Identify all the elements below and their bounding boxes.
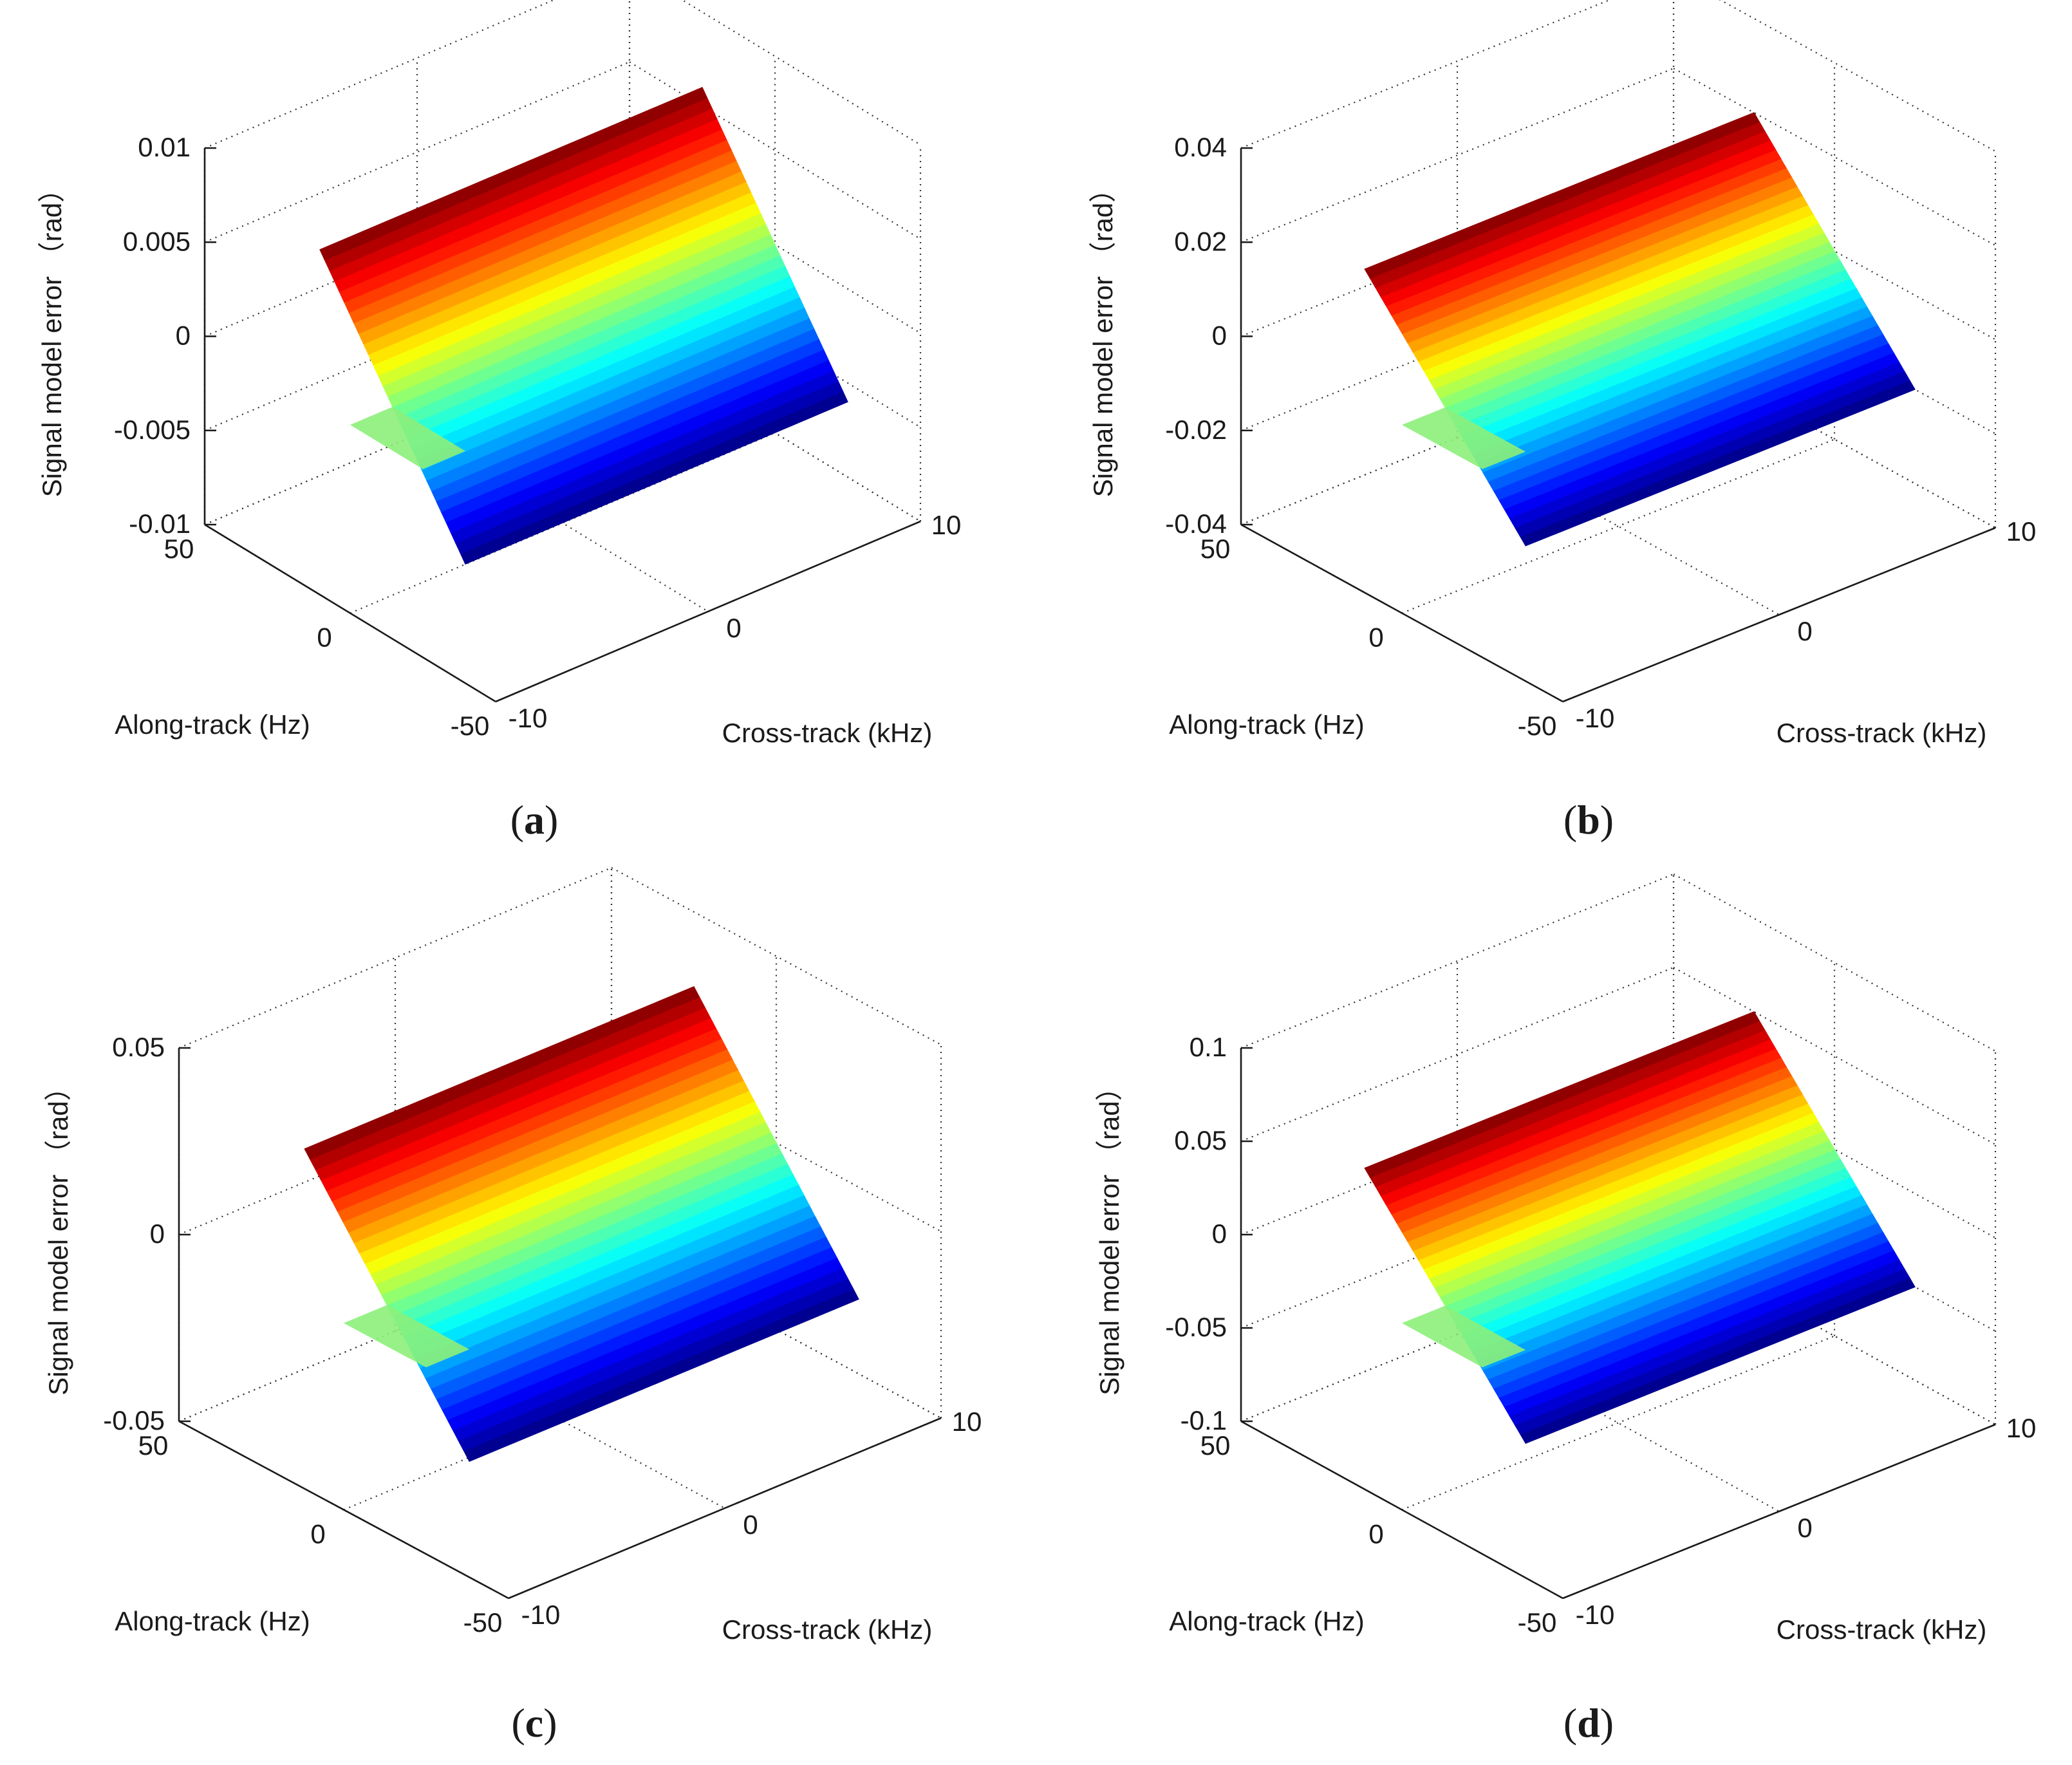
y-tick-label: -50	[451, 711, 490, 741]
panel-label: (d)	[1563, 1700, 1614, 1746]
z-tick-label: -0.005	[114, 415, 191, 445]
y-tick-label: 0	[1368, 622, 1383, 653]
y-axis-line	[1240, 523, 1563, 703]
z-tick-label: -0.04	[1165, 509, 1227, 539]
x-tick-label: 0	[743, 1509, 758, 1540]
z-tick-label: 0.05	[1174, 1125, 1227, 1155]
x-tick-label: 10	[2006, 516, 2037, 546]
z-axis-label: Signal model error （rad）	[37, 176, 67, 498]
y-axis-line	[204, 523, 496, 703]
z-tick-label: 0	[1212, 321, 1227, 351]
x-axis-label: Cross-track (kHz)	[1777, 1614, 1987, 1645]
z-tick-label: -0.05	[103, 1405, 165, 1435]
y-tick-label: 0	[1368, 1519, 1383, 1549]
grid-line	[1240, 966, 1674, 1143]
grid-line	[1401, 438, 1835, 614]
x-axis-line	[1562, 1423, 1996, 1600]
x-axis-line	[1562, 527, 1996, 703]
y-tick-label: -50	[1518, 711, 1557, 741]
surface	[1364, 1011, 1916, 1444]
x-tick-label: -10	[509, 703, 548, 733]
x-tick-label: 10	[952, 1406, 982, 1437]
surface-shelf	[344, 1305, 470, 1368]
z-tick-label: -0.1	[1181, 1405, 1227, 1435]
panel-c: -0.05 0 0.05 -50 0 50 -10 0 10 Along-track (Hz) Cr…	[43, 866, 982, 1746]
y-tick-label: 0	[310, 1519, 325, 1549]
z-tick-label: -0.05	[1165, 1312, 1227, 1342]
z-axis-label: Signal model error （rad）	[43, 1074, 73, 1396]
y-axis-line	[1240, 1420, 1563, 1600]
y-axis-line	[178, 1420, 509, 1600]
panel-label: (a)	[510, 797, 559, 843]
y-tick-label: 0	[317, 622, 331, 653]
z-tick-label: -0.01	[129, 509, 191, 539]
x-axis-label: Cross-track (kHz)	[722, 1614, 933, 1645]
x-tick-label: 10	[931, 510, 962, 540]
grid-line	[1240, 0, 1612, 149]
grid-line	[1401, 1335, 1835, 1511]
z-axis-label: Signal model error （rad）	[1094, 1074, 1125, 1396]
x-axis-line	[508, 1417, 942, 1600]
panel-a: -0.01 -0.005 0 0.005 0.01 -50 0 50 -10 0 10 Along-t…	[37, 0, 961, 843]
panel-label: (c)	[511, 1700, 557, 1746]
panel-b: -0.04 -0.02 0 0.02 0.04 -50 0 50 -10 0 10 Along-tra…	[1088, 0, 2036, 843]
x-axis-label: Cross-track (kHz)	[1777, 718, 1987, 748]
x-tick-label: -10	[1576, 1600, 1615, 1630]
surface-strip	[1364, 1011, 1760, 1178]
z-tick-label: 0.01	[138, 132, 191, 162]
surface	[319, 87, 848, 565]
y-tick-label: -50	[1518, 1607, 1557, 1638]
y-tick-label: -50	[463, 1607, 503, 1638]
x-axis-label: Cross-track (kHz)	[722, 718, 933, 748]
x-axis-line	[495, 520, 921, 703]
surface-strip	[1364, 112, 1760, 279]
tick-labels: -0.01 -0.005 0 0.005 0.01 -50 0 50 -10 0 10	[114, 132, 961, 741]
y-axis-label: Along-track (Hz)	[1169, 709, 1364, 740]
z-tick-label: 0.1	[1190, 1032, 1227, 1062]
surface-shelf	[1402, 407, 1526, 469]
y-tick-label: 50	[138, 1430, 169, 1461]
grid-line	[1240, 68, 1674, 243]
y-axis-label: Along-track (Hz)	[115, 709, 310, 740]
surface	[304, 986, 859, 1462]
x-tick-label: 0	[726, 613, 741, 643]
grid-line	[1240, 873, 1674, 1049]
surface-strip	[304, 986, 700, 1160]
x-tick-label: -10	[1576, 703, 1615, 733]
panel-d: -0.1 -0.05 0 0.05 0.1 -50 0 50 -10 0 10 Along-track…	[1094, 873, 2036, 1746]
surface-shelf	[350, 407, 465, 469]
z-tick-label: 0.05	[112, 1032, 165, 1062]
z-tick-label: 0	[150, 1219, 165, 1249]
y-axis-label: Along-track (Hz)	[115, 1606, 310, 1636]
surface	[1364, 112, 1916, 546]
y-tick-label: 50	[1200, 1430, 1231, 1461]
z-tick-label: 0.04	[1174, 132, 1227, 162]
z-tick-label: 0	[1212, 1219, 1227, 1249]
x-tick-label: -10	[521, 1600, 561, 1630]
y-tick-label: 50	[164, 534, 194, 564]
x-tick-label: 10	[2006, 1413, 2037, 1443]
x-tick-label: 0	[1797, 616, 1812, 646]
tick-labels: -0.1 -0.05 0 0.05 0.1 -50 0 50 -10 0 10	[1165, 1032, 2036, 1638]
z-tick-label: 0.02	[1174, 226, 1227, 256]
surface-shelf	[1402, 1305, 1526, 1368]
z-axis-label: Signal model error （rad）	[1088, 176, 1118, 498]
panel-label: (b)	[1563, 797, 1614, 843]
tick-labels: -0.04 -0.02 0 0.02 0.04 -50 0 50 -10 0 10	[1165, 132, 2036, 741]
z-tick-label: 0	[176, 321, 191, 351]
z-tick-label: -0.02	[1165, 415, 1227, 445]
y-axis-label: Along-track (Hz)	[1169, 1606, 1364, 1636]
y-tick-label: 50	[1200, 534, 1231, 564]
x-tick-label: 0	[1797, 1513, 1812, 1543]
z-tick-label: 0.005	[123, 226, 191, 256]
surface-strip	[319, 87, 708, 261]
tick-labels: -0.05 0 0.05 -50 0 50 -10 0 10	[103, 1032, 982, 1638]
